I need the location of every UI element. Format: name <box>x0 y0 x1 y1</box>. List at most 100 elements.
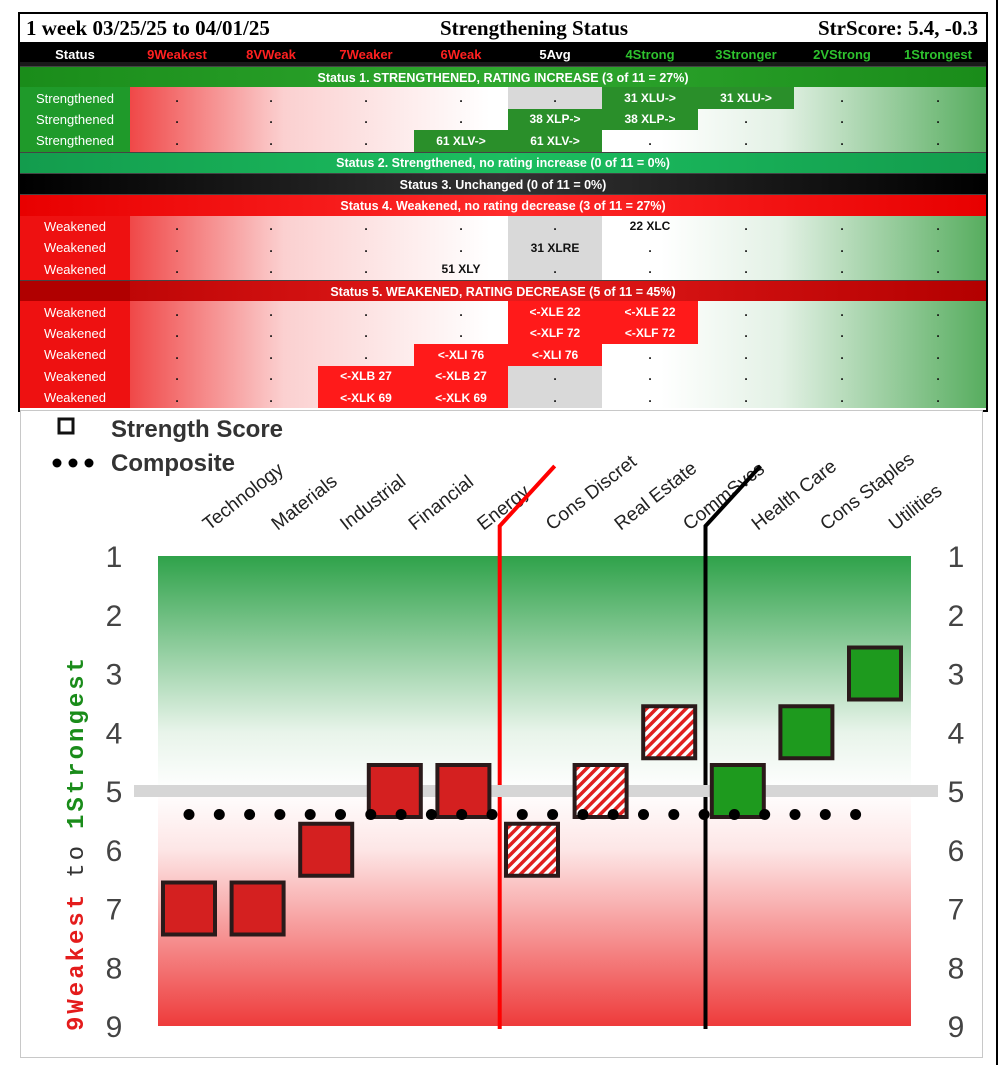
table-cell-empty: . <box>936 305 940 320</box>
table-cell-empty: . <box>459 305 463 320</box>
table-cell-empty: . <box>840 305 844 320</box>
strength-score-marker <box>366 763 423 819</box>
table-cell-entry: 61 XLV-> <box>414 130 508 152</box>
category-label: Industrial <box>336 471 410 535</box>
table-cell-empty: . <box>840 390 844 405</box>
status-cell: Strengthened <box>20 87 130 109</box>
table-cell-entry: <-XLB 27 <box>318 365 414 387</box>
composite-dot <box>274 809 286 820</box>
table-cell-empty: . <box>744 347 748 362</box>
table-cell-empty: . <box>175 326 179 341</box>
composite-dot <box>638 809 649 820</box>
table-cell-empty: . <box>840 369 844 384</box>
composite-dot <box>728 809 740 820</box>
period-label: 1 week 03/25/25 to 04/01/25 <box>26 15 270 40</box>
table-cell-empty: . <box>648 133 652 148</box>
strength-score-marker <box>847 645 903 702</box>
strength-score-marker <box>641 704 698 761</box>
table-cell-empty: . <box>269 326 273 341</box>
table-row: Weakened... 51 XLY..... <box>20 258 986 280</box>
band-s4-label: Status 4. Weakened, no rating decrease (… <box>340 199 666 214</box>
table-cell-empty: . <box>648 369 652 384</box>
table-cell-empty: . <box>175 390 179 405</box>
table-cell-empty: . <box>936 91 940 106</box>
table-row: Weakened.. <-XLB 27 <-XLB 27..... <box>20 365 986 387</box>
table-row: Weakened.... 31 XLRE.... <box>20 237 986 259</box>
table-row: Strengthened... 61 XLV-> 61 XLV->.... <box>20 130 986 152</box>
composite-dot <box>607 809 619 820</box>
table-cell-empty: . <box>364 305 368 320</box>
y-tick-right: 6 <box>948 835 965 868</box>
status-cell: Weakened <box>20 387 130 409</box>
table-cell-empty: . <box>269 369 273 384</box>
strengthening-status-table: 1 week 03/25/25 to 04/01/25 Strengthenin… <box>18 12 988 412</box>
table-cell-empty: . <box>840 133 844 148</box>
table-cell-empty: . <box>364 112 368 127</box>
y-tick-left: 4 <box>106 717 123 750</box>
column-header-0: Status <box>55 46 95 62</box>
table-cell-empty: . <box>840 112 844 127</box>
strength-score-marker <box>572 763 629 819</box>
status-cell: Weakened <box>20 322 130 345</box>
table-cell-empty: . <box>269 91 273 106</box>
table-cell-entry: <-XLE 22 <box>602 301 698 323</box>
status-cell: Weakened <box>20 215 130 238</box>
y-tick-left: 7 <box>106 894 123 927</box>
table-cell-empty: . <box>936 240 940 255</box>
page-edge-line <box>996 0 998 1065</box>
column-header-3: 7Weaker <box>339 46 393 62</box>
band-s1-label: Status 1. STRENGTHENED, RATING INCREASE … <box>317 70 689 85</box>
table-cell-empty: . <box>744 390 748 405</box>
table-cell-empty: . <box>744 305 748 320</box>
table-cell-entry: <-XLI 76 <box>508 344 602 366</box>
strength-chart: Strength Score Composite Technology Materi… <box>20 410 983 1058</box>
status-cell: Strengthened <box>20 130 130 152</box>
table-row: Weakened.... <-XLE 22 <-XLE 22... <box>20 301 986 323</box>
table-cell-empty: . <box>744 369 748 384</box>
table-cell-empty: . <box>744 133 748 148</box>
y-axis-label: 9Weakest to 1Strongest <box>64 655 91 1031</box>
table-title-row: 1 week 03/25/25 to 04/01/25 Strengthenin… <box>20 14 986 42</box>
composite-dot <box>183 809 195 820</box>
table-cell-empty: . <box>175 369 179 384</box>
composite-dot <box>425 809 437 820</box>
table-cell-empty: . <box>175 91 179 106</box>
y-axis-title-strongest: 1Strongest <box>64 655 91 829</box>
band-s5-label: Status 5. WEAKENED, RATING DECREASE (5 o… <box>330 284 676 299</box>
strength-score-marker <box>709 763 766 819</box>
table-cell-entry: <-XLK 69 <box>414 387 508 409</box>
strength-score-marker <box>229 880 286 937</box>
table-cell-entry: <-XLI 76 <box>414 344 508 366</box>
composite-dot <box>456 809 468 820</box>
table-cell-empty: . <box>364 347 368 362</box>
table-cell-empty: . <box>459 112 463 127</box>
y-tick-left: 9 <box>106 1011 123 1044</box>
table-cell-empty: . <box>936 262 940 277</box>
band-s4: Status 4. Weakened, no rating decrease (… <box>20 194 986 217</box>
table-cell-empty: . <box>936 112 940 127</box>
table-cell-empty: . <box>553 219 557 234</box>
table-cell-empty: . <box>648 240 652 255</box>
chart-legend: Strength Score Composite <box>52 416 283 477</box>
table-cell-empty: . <box>364 262 368 277</box>
y-tick-left: 6 <box>106 835 123 868</box>
avg-column-shade <box>508 365 602 387</box>
status-cell: Weakened <box>20 301 130 323</box>
sector-divider-line <box>497 464 557 1029</box>
avg-column-shade <box>508 87 602 109</box>
table-cell-entry: 31 XLU-> <box>602 87 698 109</box>
table-cell-empty: . <box>840 91 844 106</box>
legend-composite-dot-icon <box>68 458 78 468</box>
table-cell-entry: <-XLF 72 <box>508 322 602 345</box>
category-label: Financial <box>405 472 478 535</box>
table-row: Weakened.. <-XLK 69 <-XLK 69..... <box>20 387 986 409</box>
table-row: Strengthened..... 31 XLU-> 31 XLU->.. <box>20 87 986 109</box>
table-cell-empty: . <box>744 240 748 255</box>
avg-column-shade <box>508 387 602 409</box>
composite-dot <box>395 809 407 820</box>
y-tick-right: 3 <box>948 659 965 692</box>
strength-score-marker <box>435 763 492 819</box>
table-cell-empty: . <box>175 305 179 320</box>
column-header-2: 8VWeak <box>246 46 296 62</box>
table-row: Weakened..... 22 XLC... <box>20 215 986 238</box>
